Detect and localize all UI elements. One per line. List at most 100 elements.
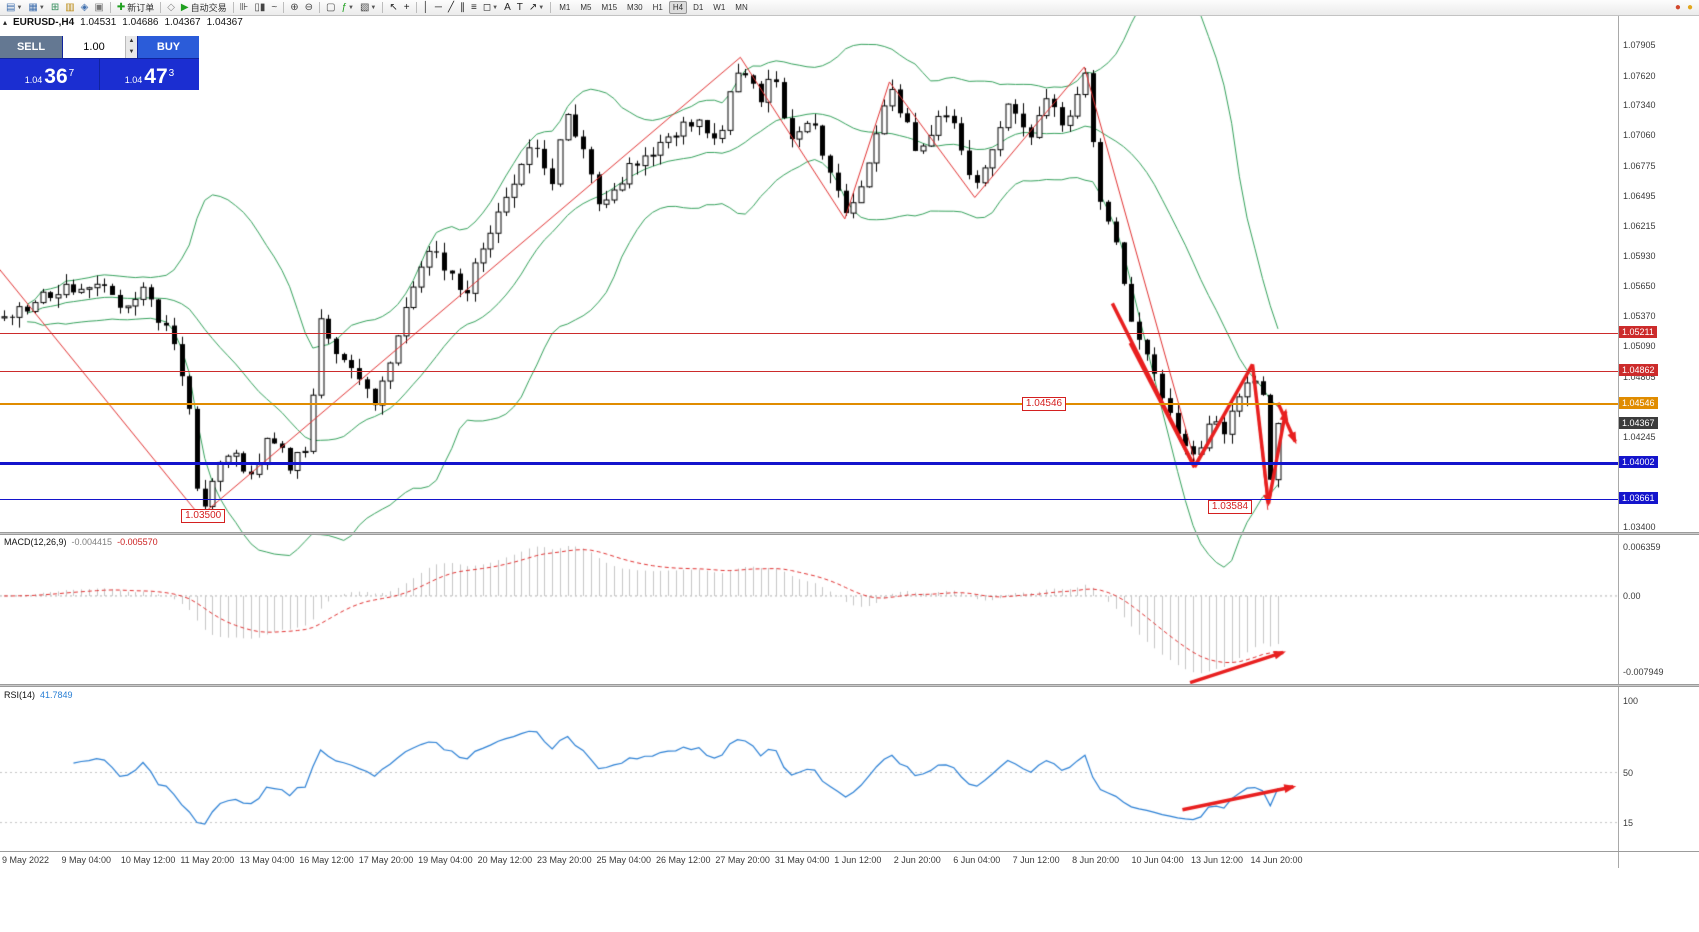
indicators-button-icon: ƒ [341,1,348,13]
chart-line-button[interactable]: ~ [268,1,280,15]
price-axis-tick: 1.05930 [1623,251,1656,262]
shapes-button-icon: ◻ [482,1,492,13]
notifications-icon[interactable]: ● [1684,1,1696,15]
time-axis-label: 9 May 04:00 [61,855,111,865]
price-axis-tick: 1.05650 [1623,281,1656,292]
cursor-button[interactable]: ↖ [386,1,400,15]
time-axis-label: 25 May 04:00 [596,855,652,865]
chart-bars-button-icon: ⊪ [239,1,249,13]
profiles-button[interactable]: ▦ ▼ [25,1,47,15]
fibonacci-button-icon: ≡ [470,1,477,13]
timeframe-w1-button[interactable]: W1 [713,3,726,12]
zoom-out-button[interactable]: ⊖ [302,1,316,15]
vertical-line-button[interactable]: │ [420,1,432,15]
time-axis-label: 27 May 20:00 [715,855,770,865]
horizontal-line-button[interactable]: ─ [432,1,445,15]
buy-quote[interactable]: 1.04 47 3 [100,59,199,90]
price-axis-tick: 1.05370 [1623,311,1656,322]
volume-value[interactable]: 1.00 [83,41,105,53]
buy-price-big: 47 [144,65,168,88]
timeframe-m5-button[interactable]: M5 [580,3,592,12]
tile-windows-button-icon: ▢ [326,1,336,13]
text-button[interactable]: A [501,1,514,15]
crosshair-button[interactable]: + [401,1,413,15]
autotrading-button[interactable]: ▶ 自动交易 [178,1,230,15]
periods-button[interactable]: ▧ ▼ [357,1,379,15]
trendline-button[interactable]: ╱ [445,1,457,15]
price-annotation-1.04546[interactable]: 1.04546 [1021,397,1067,412]
timeframe-mn-button[interactable]: MN [735,3,748,12]
time-axis-label: 16 May 12:00 [299,855,354,865]
fibonacci-button[interactable]: ≡ [468,1,480,15]
new-order-button-icon: ✚ [116,1,126,13]
chart-ohlc-header: ▴ EURUSD-,H4 1.04531 1.04686 1.04367 1.0… [3,17,243,28]
time-axis-label: 23 May 20:00 [537,855,592,865]
timeframe-d1-button[interactable]: D1 [693,3,704,12]
rsi-header: RSI(14) 41.7849 [4,690,73,700]
horizontal-line-1.03661[interactable] [0,499,1618,501]
channel-button-icon: ∥ [459,1,465,13]
terminal-button[interactable]: ▣ [91,1,106,15]
price-annotation-1.03584[interactable]: 1.03584 [1207,500,1253,515]
price-axis-tick: 1.06495 [1623,190,1656,201]
rsi-panel-separator[interactable] [0,684,1699,687]
notifications-icon-icon: ● [1686,1,1693,13]
price-axis-tick: 1.04805 [1623,371,1656,382]
price-annotation-1.03500[interactable]: 1.03500 [181,509,226,524]
horizontal-line-1.04002[interactable] [0,461,1618,465]
tile-windows-button[interactable]: ▢ [323,1,338,15]
volume-up-button[interactable]: ▲ [126,36,137,47]
time-axis-label: 17 May 20:00 [358,855,414,865]
sell-price-big: 36 [44,65,68,88]
volume-input[interactable]: 1.00 ▲ ▼ [63,36,137,58]
time-axis-label: 7 Jun 12:00 [1012,855,1060,865]
new-chart-button[interactable]: ▤ ▼ [3,1,25,15]
new-order-button-label: 新订单 [127,3,155,13]
label-button[interactable]: T [514,1,526,15]
sell-button[interactable]: SELL [0,36,62,58]
time-axis-label: 10 May 12:00 [120,855,176,865]
timeframe-m15-button[interactable]: M15 [601,3,618,12]
time-axis-label: 1 Jun 12:00 [834,855,882,865]
indicators-button[interactable]: ƒ ▼ [338,1,357,15]
price-axis-tag-1.04002: 1.04002 [1619,455,1658,468]
channel-button[interactable]: ∥ [457,1,468,15]
timeframe-h1-button[interactable]: H1 [652,3,663,12]
data-window-button[interactable]: ▥ [62,1,77,15]
buy-button[interactable]: BUY [138,36,199,58]
price-axis-tick: 1.06215 [1623,220,1656,231]
volume-down-button[interactable]: ▼ [126,47,137,58]
timeframe-h4-button[interactable]: H4 [668,1,688,14]
arrows-button[interactable]: ↗ ▼ [526,1,547,15]
zoom-in-button[interactable]: ⊕ [287,1,301,15]
price-axis-tag-1.05211: 1.05211 [1619,326,1657,339]
macd-axis-zero-label: 0.00 [1623,590,1641,601]
caret-down-icon: ▼ [16,4,23,11]
navigator-button[interactable]: ◈ [78,1,92,15]
time-axis-label: 13 Jun 12:00 [1191,855,1244,865]
toolbar-separator [319,2,320,13]
horizontal-line-1.05211[interactable] [0,333,1618,335]
profiles-button-icon: ▦ [28,1,38,13]
metaeditor-button[interactable]: ◇ [164,1,178,15]
chart-bars-button[interactable]: ⊪ [237,1,252,15]
timeframe-m1-button[interactable]: M1 [559,3,571,12]
caret-down-icon: ▼ [38,4,45,11]
horizontal-line-1.04546[interactable] [0,403,1618,406]
mql5-community-icon[interactable]: ● [1672,1,1684,15]
timeframe-m30-button[interactable]: M30 [627,3,643,12]
one-click-toggle-icon[interactable]: ▴ [3,18,8,27]
shapes-button[interactable]: ◻ ▼ [480,1,501,15]
new-order-button[interactable]: ✚ 新订单 [114,1,157,15]
price-axis-tag-1.04367: 1.04367 [1619,416,1658,429]
sell-quote[interactable]: 1.04 36 7 [0,59,99,90]
market-watch-button[interactable]: ⊞ [48,1,62,15]
macd-panel-separator[interactable] [0,532,1699,535]
low-value: 1.04367 [164,17,201,28]
horizontal-line-1.04862[interactable] [0,370,1618,372]
time-axis-label: 14 Jun 20:00 [1250,855,1303,865]
high-value: 1.04686 [122,17,159,28]
caret-down-icon: ▼ [370,4,377,11]
chart-candles-button[interactable]: ▯▮ [251,1,268,15]
